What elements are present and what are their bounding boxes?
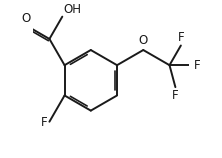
Text: F: F xyxy=(172,89,179,102)
Text: O: O xyxy=(139,34,148,47)
Text: OH: OH xyxy=(63,3,81,16)
Text: O: O xyxy=(21,12,30,25)
Text: F: F xyxy=(194,59,200,72)
Text: F: F xyxy=(178,31,184,44)
Text: F: F xyxy=(41,116,48,129)
